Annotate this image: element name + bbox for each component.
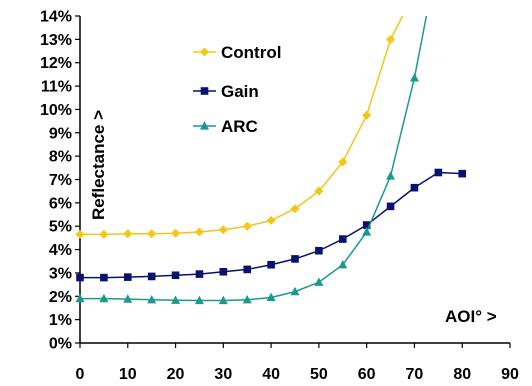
x-tick-label: 30	[214, 366, 232, 383]
y-tick-label: 7%	[49, 172, 72, 189]
series-arc	[75, 15, 428, 305]
legend-label-gain: Gain	[221, 82, 259, 101]
legend-marker-control	[200, 47, 209, 57]
x-tick-label: 90	[501, 366, 519, 383]
legend-label-control: Control	[221, 43, 281, 62]
point-control	[99, 229, 109, 239]
point-control	[314, 186, 324, 196]
series-control	[75, 15, 404, 239]
x-tick-label: 20	[167, 366, 185, 383]
point-arc	[290, 286, 300, 296]
y-tick-label: 13%	[40, 32, 72, 49]
point-gain	[147, 272, 156, 281]
series-gain	[76, 168, 467, 282]
point-arc	[218, 295, 228, 305]
point-arc	[75, 293, 85, 303]
point-gain	[195, 270, 204, 278]
y-tick-label: 11%	[41, 79, 72, 96]
x-tick-label: 0	[76, 366, 85, 383]
point-gain	[362, 221, 371, 229]
point-arc	[99, 293, 109, 303]
y-tick-label: 2%	[49, 289, 72, 306]
point-gain	[338, 235, 347, 243]
point-gain	[410, 183, 419, 192]
y-tick-label: 1%	[49, 312, 72, 329]
point-gain	[434, 168, 443, 177]
point-control	[386, 34, 396, 44]
point-gain	[219, 267, 228, 276]
point-gain	[171, 271, 180, 280]
y-tick-label: 0%	[49, 336, 72, 353]
y-tick-label: 3%	[49, 265, 72, 282]
point-arc	[266, 292, 276, 302]
y-tick-label: 8%	[49, 149, 72, 166]
point-control	[171, 228, 181, 238]
legend: Control Gain ARC	[193, 43, 281, 136]
point-arc	[171, 295, 181, 304]
point-control	[290, 204, 300, 214]
point-arc	[147, 294, 157, 304]
point-gain	[386, 202, 395, 211]
point-gain	[243, 265, 252, 274]
point-arc	[194, 295, 204, 305]
y-tick-label: 5%	[49, 219, 72, 236]
point-control	[218, 225, 228, 235]
point-control	[194, 227, 204, 237]
y-tick-label: 9%	[49, 125, 72, 142]
legend-item-control: Control	[193, 43, 281, 62]
point-gain	[291, 255, 299, 263]
y-tick-label: 6%	[49, 195, 72, 212]
point-gain	[267, 260, 275, 269]
legend-item-arc: ARC	[193, 117, 258, 136]
point-gain	[100, 273, 108, 282]
point-gain	[458, 169, 467, 178]
y-axis-label: Reflectance >	[89, 110, 108, 220]
point-gain	[76, 273, 84, 282]
point-gain	[315, 246, 323, 255]
point-arc	[242, 294, 252, 304]
legend-item-gain: Gain	[193, 82, 259, 101]
point-arc	[123, 294, 133, 303]
axes	[75, 15, 511, 348]
x-axis-label: AOI° >	[445, 307, 497, 326]
point-arc	[386, 171, 396, 180]
x-tick-label: 80	[453, 366, 471, 383]
x-tick-label: 70	[406, 366, 424, 383]
y-tick-label: 4%	[49, 242, 72, 259]
point-arc	[362, 227, 372, 236]
point-control	[75, 229, 85, 239]
point-control	[266, 215, 276, 225]
x-tick-label: 40	[262, 366, 280, 383]
point-arc	[314, 277, 324, 286]
y-tick-label: 14%	[40, 9, 72, 26]
x-tick-label: 50	[310, 366, 328, 383]
point-control	[362, 110, 372, 120]
y-tick-label: 12%	[40, 55, 72, 72]
y-tick-labels: 0% 1% 2% 3% 4% 5% 6% 7% 8% 9% 10% 11% 12% 13% 14%	[40, 9, 72, 353]
y-tick-label: 10%	[40, 102, 72, 119]
point-control	[338, 157, 348, 167]
x-tick-label: 60	[358, 366, 376, 383]
series-line-arc	[80, 15, 428, 302]
legend-marker-gain	[200, 87, 209, 95]
point-arc	[409, 73, 419, 82]
point-arc	[338, 259, 348, 269]
legend-marker-arc	[200, 121, 209, 130]
point-control	[123, 229, 133, 239]
point-control	[242, 221, 252, 231]
x-tick-label: 10	[119, 366, 137, 383]
point-gain	[123, 273, 132, 281]
legend-label-arc: ARC	[221, 117, 258, 136]
series-group	[75, 15, 467, 305]
x-tick-labels: 0 10 20 30 40 50 60 70 80 90	[76, 366, 519, 383]
point-control	[147, 229, 157, 239]
